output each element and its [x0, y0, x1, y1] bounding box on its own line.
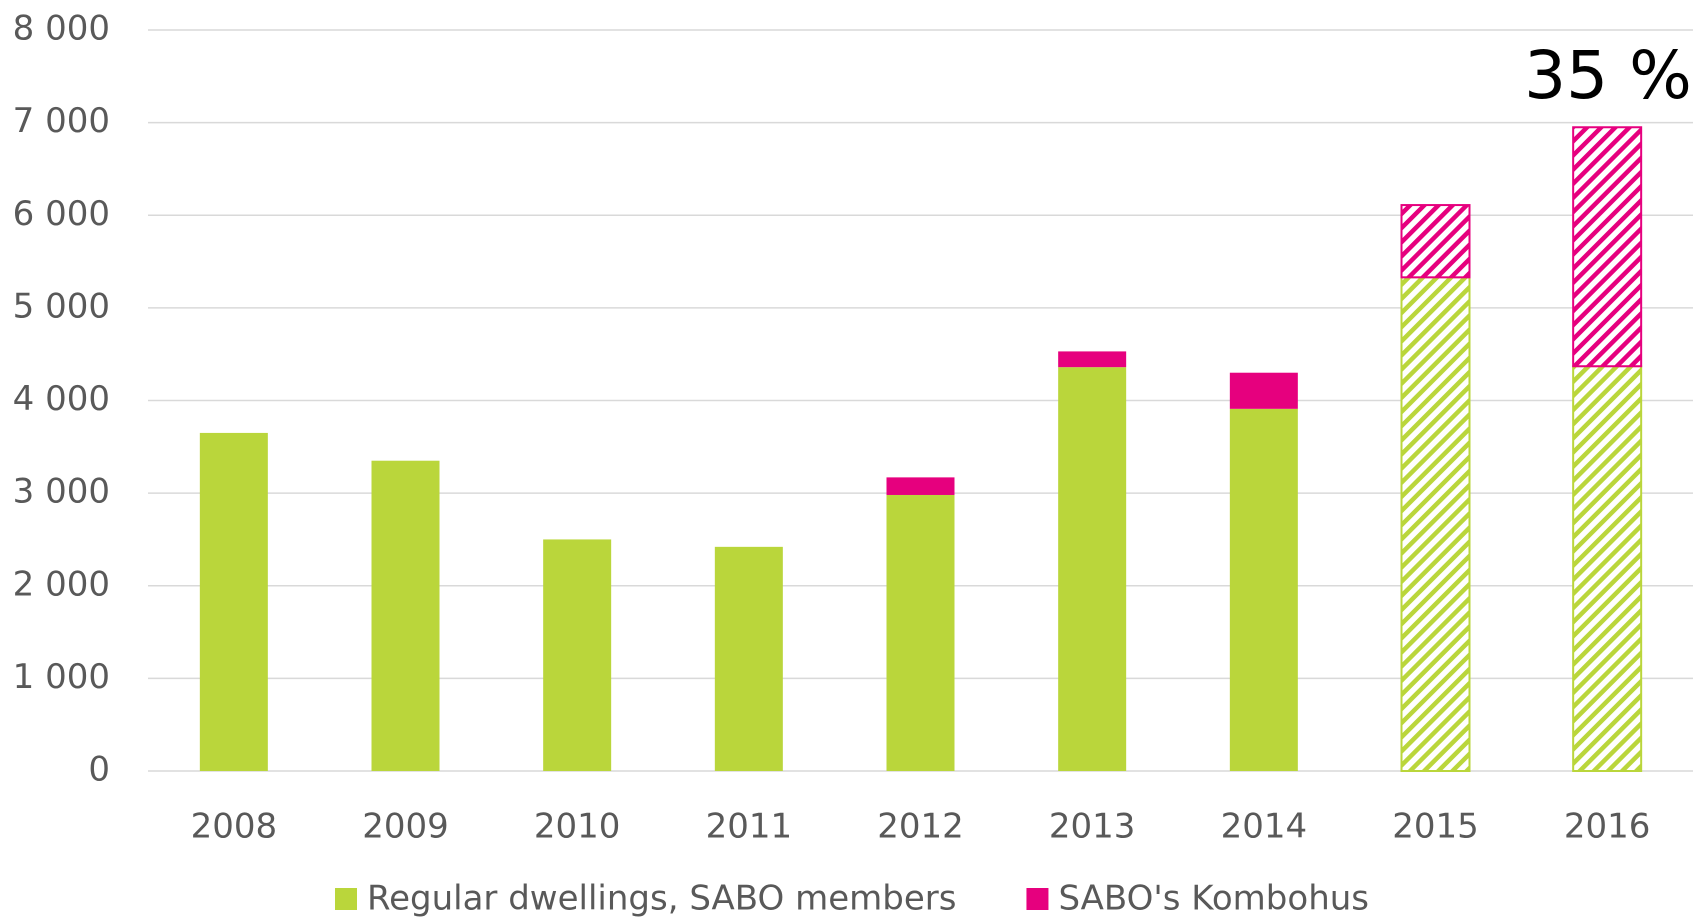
x-tick-label: 2010 — [534, 807, 621, 847]
y-tick-label: 3 000 — [13, 472, 110, 512]
y-tick-label: 7 000 — [13, 101, 110, 141]
bar — [1400, 276, 1471, 772]
x-tick-label: 2009 — [362, 807, 449, 847]
x-tick-label: 2008 — [191, 807, 278, 847]
x-tick-label: 2011 — [706, 807, 793, 847]
y-tick-label: 0 — [88, 750, 110, 790]
y-tick-label: 6 000 — [13, 194, 110, 234]
bar — [1572, 126, 1643, 368]
bar — [1572, 365, 1643, 772]
bar — [1400, 204, 1471, 279]
y-tick-label: 2 000 — [13, 564, 110, 604]
bar — [886, 477, 955, 495]
x-tick-label: 2012 — [877, 807, 964, 847]
x-tick-label: 2013 — [1049, 807, 1136, 847]
y-tick-label: 5 000 — [13, 286, 110, 326]
x-tick-label: 2014 — [1221, 807, 1308, 847]
legend-swatch — [335, 888, 357, 910]
legend-label: Regular dwellings, SABO members — [367, 879, 956, 919]
legend-swatch — [1026, 888, 1049, 910]
annotation: 35 % — [1524, 37, 1692, 114]
bar — [1229, 372, 1298, 409]
legend-label: SABO's Kombohus — [1058, 879, 1369, 919]
bar — [1058, 367, 1127, 771]
bar — [1229, 408, 1298, 771]
y-tick-label: 1 000 — [13, 657, 110, 697]
bar — [371, 460, 440, 771]
bar — [543, 539, 612, 771]
bar — [199, 432, 268, 771]
x-tick-label: 2015 — [1392, 807, 1479, 847]
bar — [886, 494, 955, 771]
bar — [1058, 351, 1127, 368]
y-tick-label: 8 000 — [13, 9, 110, 49]
y-tick-label: 4 000 — [13, 379, 110, 419]
x-tick-label: 2016 — [1564, 807, 1651, 847]
bar — [714, 546, 783, 771]
